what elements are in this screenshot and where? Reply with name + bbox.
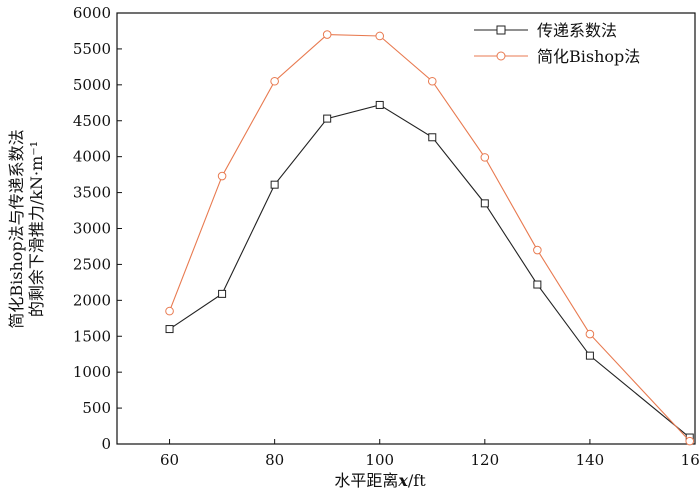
series-line-1 [169,104,691,438]
y-tick-label: 2000 [73,291,111,309]
y-axis-ticks: 0 500 1000 1500 2000 2500 3000 3500 4000 4500 5000… [73,4,122,453]
y-tick-label: 1500 [73,327,111,345]
data-point-square [165,325,174,334]
data-point-circle [375,31,385,41]
data-point-square [270,180,279,189]
data-point-square [323,114,332,123]
legend: 传递系数法 简化Bishop法 [474,21,640,66]
y-tick-label: 5500 [73,40,111,58]
x-tick-label: 120 [470,451,499,469]
y-axis-title-line1: 简化Bishop法与传递系数法 [7,129,26,328]
x-axis-title: 水平距离x/ft [334,471,426,490]
data-point-square [218,289,227,298]
data-point-square [375,100,384,109]
x-axis-title-prefix: 水平距离 [334,471,398,490]
series-line-2 [169,33,691,442]
data-point-circle [533,245,542,255]
x-tick-label: 60 [160,451,179,469]
y-tick-label: 0 [101,435,111,453]
y-axis-title-line2: 的剩余下滑推力/kN·m⁻¹ [27,141,46,317]
x-tick-label: 80 [265,451,284,469]
data-point-circle [165,306,174,316]
y-tick-label: 4500 [73,112,111,130]
legend-item-1: 传递系数法 [474,21,617,40]
data-point-circle [685,436,695,446]
data-point-square [585,351,594,360]
x-tick-label: 100 [365,451,394,469]
data-point-square [428,133,437,142]
y-tick-label: 500 [82,399,111,417]
x-axis-title-variable: x [397,471,408,490]
data-point-circle [270,76,279,86]
y-tick-label: 5000 [73,76,111,94]
legend-label-2: 简化Bishop法 [537,47,640,66]
y-tick-label: 2500 [73,255,111,273]
data-point-circle [427,76,437,86]
x-tick-label: 160 [681,451,700,469]
data-point-circle [585,329,595,339]
y-tick-label: 4000 [73,148,111,166]
legend-marker-square [496,25,506,35]
x-axis-ticks: 60 80 100 120 140 160 [160,439,700,469]
y-tick-label: 3500 [73,184,111,202]
y-tick-label: 1000 [73,363,111,381]
x-tick-label: 140 [576,451,605,469]
legend-label-1: 传递系数法 [537,21,617,40]
plot-area-border [116,12,696,445]
data-point-circle [322,30,332,39]
data-point-circle [217,171,227,181]
data-point-circle [480,153,490,162]
plot-frame [116,12,696,445]
data-point-square [480,199,489,208]
series-layer [165,30,695,446]
legend-item-2: 简化Bishop法 [474,47,640,66]
legend-marker-circle [496,51,506,61]
y-tick-label: 3000 [73,220,111,238]
x-axis-title-unit: /ft [408,471,426,490]
data-point-square [533,280,542,289]
y-tick-label: 6000 [73,4,111,22]
